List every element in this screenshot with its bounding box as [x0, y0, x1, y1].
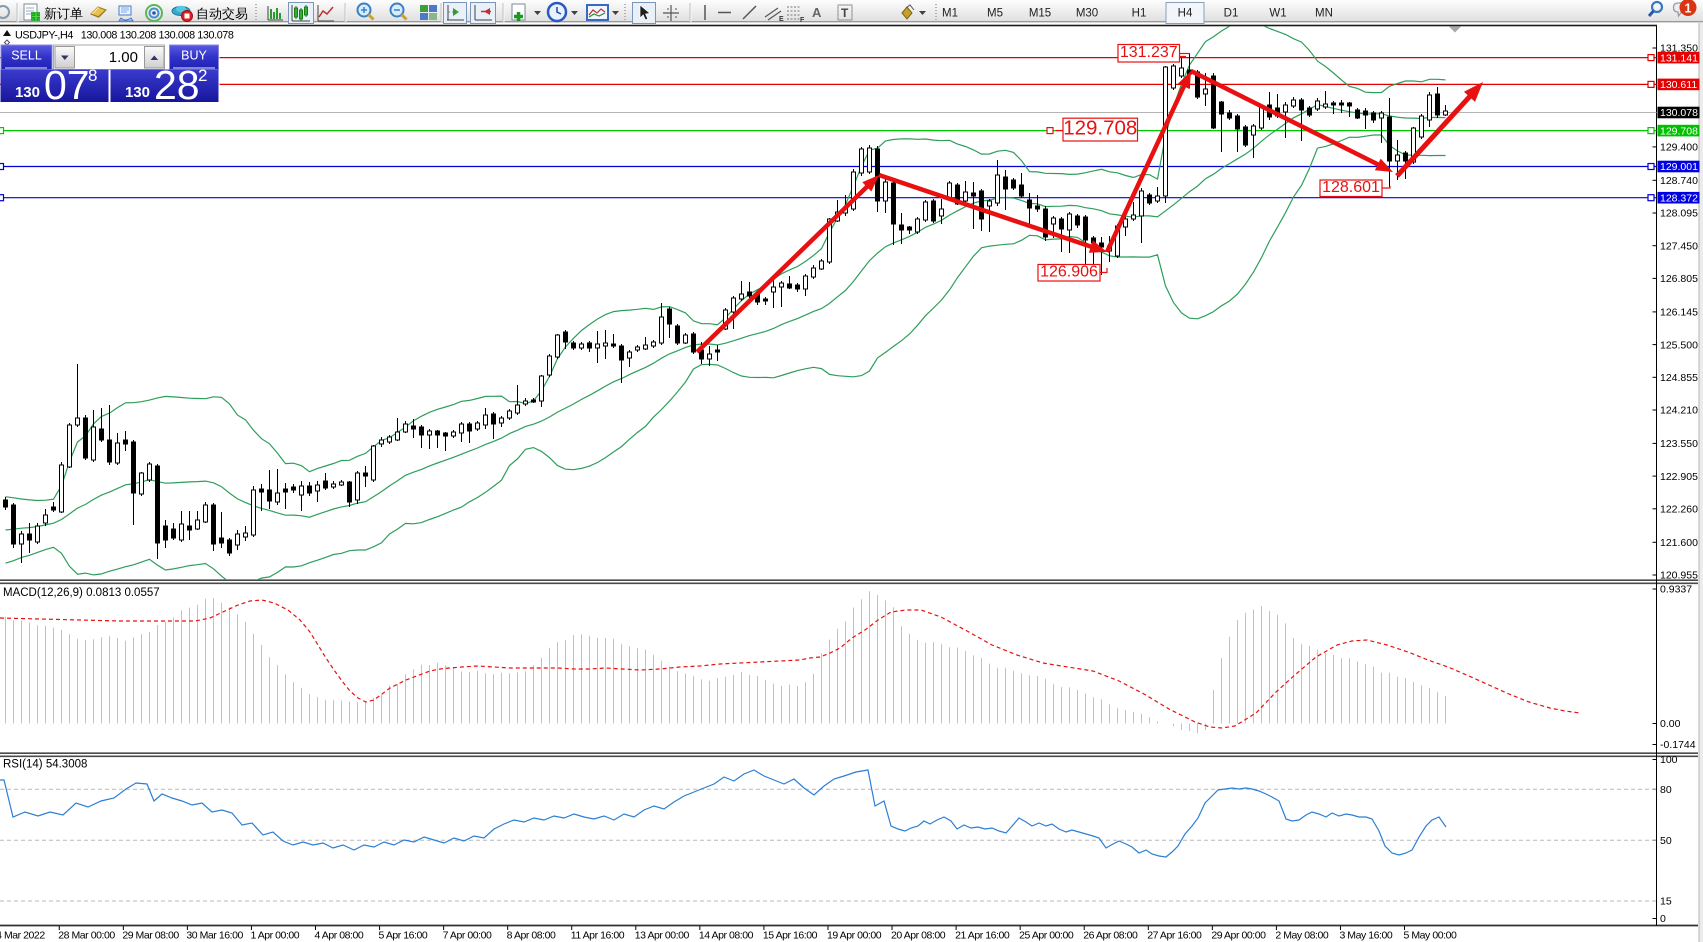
svg-text:5 Apr 16:00: 5 Apr 16:00	[379, 930, 428, 942]
svg-text:07: 07	[44, 62, 90, 108]
svg-text:11 Apr 16:00: 11 Apr 16:00	[571, 930, 625, 942]
svg-text:M1: M1	[942, 8, 958, 20]
svg-text:A: A	[812, 5, 822, 20]
svg-text:4 Apr 08:00: 4 Apr 08:00	[315, 930, 364, 942]
svg-text:100: 100	[1660, 754, 1678, 766]
svg-text:2 May 08:00: 2 May 08:00	[1275, 930, 1328, 942]
svg-text:29 Apr 00:00: 29 Apr 00:00	[1211, 930, 1266, 942]
svg-text:H1: H1	[1132, 8, 1147, 20]
svg-text:50: 50	[1660, 835, 1672, 847]
svg-text:122.905: 122.905	[1660, 471, 1698, 483]
svg-text:USDJPY-,H4 130.008 130.208 1: USDJPY-,H4 130.008 130.208 130.008 130.0…	[15, 30, 234, 42]
svg-text:1: 1	[1685, 2, 1692, 16]
svg-text:E: E	[779, 16, 784, 23]
svg-text:129.708: 129.708	[1660, 125, 1698, 137]
svg-text:131.141: 131.141	[1660, 52, 1698, 64]
svg-text:127.450: 127.450	[1660, 240, 1698, 252]
svg-text:131.350: 131.350	[1660, 43, 1698, 55]
svg-text:128.372: 128.372	[1660, 192, 1698, 204]
svg-text:8 Apr 08:00: 8 Apr 08:00	[507, 930, 556, 942]
svg-text:129.400: 129.400	[1660, 142, 1698, 154]
svg-text:T: T	[841, 6, 849, 20]
svg-text:M5: M5	[987, 8, 1003, 20]
svg-text:0: 0	[1660, 913, 1666, 925]
svg-text:30 Mar 16:00: 30 Mar 16:00	[186, 930, 243, 942]
svg-text:124.855: 124.855	[1660, 372, 1698, 384]
svg-text:BUY: BUY	[181, 49, 207, 63]
svg-text:131.237: 131.237	[1120, 44, 1178, 61]
svg-text:-0.1744: -0.1744	[1660, 739, 1696, 751]
svg-text:3 May 16:00: 3 May 16:00	[1339, 930, 1392, 942]
svg-text:124.210: 124.210	[1660, 405, 1698, 417]
svg-text:0.00: 0.00	[1660, 718, 1681, 730]
svg-text:28 Mar 00:00: 28 Mar 00:00	[58, 930, 115, 942]
svg-text:M30: M30	[1076, 8, 1098, 20]
svg-text:15 Apr 16:00: 15 Apr 16:00	[763, 930, 818, 942]
svg-text:126.906: 126.906	[1040, 263, 1098, 280]
svg-text:D1: D1	[1224, 8, 1239, 20]
svg-text:8: 8	[88, 66, 97, 85]
svg-text:120.955: 120.955	[1660, 570, 1698, 582]
svg-text:20 Apr 08:00: 20 Apr 08:00	[891, 930, 946, 942]
svg-text:F: F	[800, 17, 805, 24]
svg-text:M15: M15	[1029, 8, 1051, 20]
svg-text:130.611: 130.611	[1660, 79, 1697, 91]
svg-text:14 Apr 08:00: 14 Apr 08:00	[699, 930, 754, 942]
svg-text:MN: MN	[1315, 8, 1333, 20]
svg-text:80: 80	[1660, 784, 1672, 796]
svg-text:13 Apr 00:00: 13 Apr 00:00	[635, 930, 690, 942]
svg-text:29 Mar 08:00: 29 Mar 08:00	[122, 930, 179, 942]
svg-text:126.805: 126.805	[1660, 273, 1698, 285]
svg-text:RSI(14) 54.3008: RSI(14) 54.3008	[3, 759, 87, 771]
svg-text:1.00: 1.00	[109, 49, 138, 66]
svg-text:121.600: 121.600	[1660, 537, 1698, 549]
svg-text:SELL: SELL	[11, 49, 42, 63]
svg-text:7 Apr 00:00: 7 Apr 00:00	[443, 930, 492, 942]
svg-text:130: 130	[125, 84, 150, 101]
svg-text:MACD(12,26,9) 0.0813 0.0557: MACD(12,26,9) 0.0813 0.0557	[3, 587, 160, 599]
svg-text:28: 28	[154, 62, 200, 108]
svg-text:27 Apr 16:00: 27 Apr 16:00	[1147, 930, 1202, 942]
svg-text:130.078: 130.078	[1660, 107, 1698, 119]
svg-text:19 Apr 00:00: 19 Apr 00:00	[827, 930, 882, 942]
svg-text:W1: W1	[1269, 8, 1286, 20]
svg-text:5 May 00:00: 5 May 00:00	[1404, 930, 1457, 942]
svg-text:25 Apr 00:00: 25 Apr 00:00	[1019, 930, 1074, 942]
svg-text:H4: H4	[1178, 8, 1193, 20]
svg-text:122.260: 122.260	[1660, 504, 1698, 516]
svg-text:15: 15	[1660, 896, 1672, 908]
svg-text:24 Mar 2022: 24 Mar 2022	[0, 930, 45, 942]
svg-text:130: 130	[15, 84, 40, 101]
svg-text:126.145: 126.145	[1660, 307, 1698, 319]
svg-text:128.095: 128.095	[1660, 208, 1698, 220]
svg-text:125.500: 125.500	[1660, 339, 1698, 351]
svg-text:1 Apr 00:00: 1 Apr 00:00	[250, 930, 299, 942]
svg-text:129.708: 129.708	[1063, 117, 1137, 140]
svg-text:26 Apr 08:00: 26 Apr 08:00	[1083, 930, 1138, 942]
svg-text:21 Apr 16:00: 21 Apr 16:00	[955, 930, 1010, 942]
svg-text:2: 2	[198, 66, 207, 85]
svg-text:128.601: 128.601	[1322, 179, 1380, 196]
svg-text:0.9337: 0.9337	[1660, 584, 1692, 596]
svg-text:128.740: 128.740	[1660, 175, 1698, 187]
svg-text:129.001: 129.001	[1660, 161, 1698, 173]
svg-text:123.550: 123.550	[1660, 438, 1698, 450]
